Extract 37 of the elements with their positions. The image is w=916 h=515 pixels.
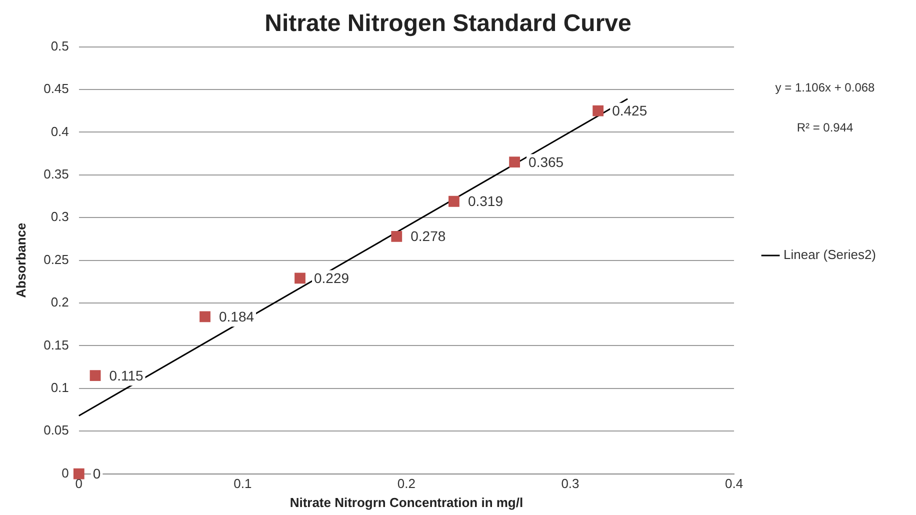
data-label: 0.365 bbox=[528, 154, 564, 170]
legend-label: Linear (Series2) bbox=[784, 247, 876, 262]
y-tick-label: 0.2 bbox=[50, 294, 69, 310]
point bbox=[391, 230, 402, 242]
data-label: 0.319 bbox=[468, 193, 504, 210]
point bbox=[90, 370, 101, 382]
y-tick-label: 0.4 bbox=[50, 124, 69, 139]
x-tick-label: 0.4 bbox=[724, 476, 744, 492]
x-tick-label: 0.3 bbox=[561, 476, 580, 492]
y-tick-label: 0 bbox=[62, 465, 69, 480]
y-axis-title: Absorbance bbox=[13, 222, 28, 298]
point bbox=[448, 196, 460, 207]
data-label: 0.278 bbox=[410, 228, 446, 244]
point bbox=[200, 311, 210, 322]
y-tick-label: 0.3 bbox=[50, 209, 69, 224]
data-label: 0.115 bbox=[109, 367, 144, 384]
point bbox=[509, 156, 520, 168]
data-label: 0.184 bbox=[219, 308, 254, 325]
y-tick-label: 0.15 bbox=[44, 337, 69, 352]
y-tick-label: 0.5 bbox=[50, 38, 69, 54]
data-label: 0.425 bbox=[612, 102, 648, 119]
y-tick-label: 0.35 bbox=[44, 166, 69, 182]
chart-title: Nitrate Nitrogen Standard Curve bbox=[264, 10, 632, 38]
x-tick-label: 0.1 bbox=[234, 476, 252, 492]
y-tick-label: 0.25 bbox=[44, 252, 69, 267]
point bbox=[294, 272, 306, 284]
y-tick-label: 0.05 bbox=[44, 422, 69, 438]
y-tick-label: 0.1 bbox=[50, 380, 69, 395]
point bbox=[592, 105, 604, 116]
y-tick-label: 0.45 bbox=[44, 81, 69, 96]
text: R² = 0.944 bbox=[796, 120, 854, 134]
text: y = 1.106x + 0.068 bbox=[775, 80, 876, 94]
x-tick-label: 0.2 bbox=[397, 476, 416, 492]
point bbox=[73, 468, 84, 480]
x-axis-title: Nitrate Nitrogrn Concentration in mg/l bbox=[290, 494, 524, 510]
data-label: 0.229 bbox=[314, 270, 350, 286]
x-tick-label: 0 bbox=[75, 476, 83, 492]
